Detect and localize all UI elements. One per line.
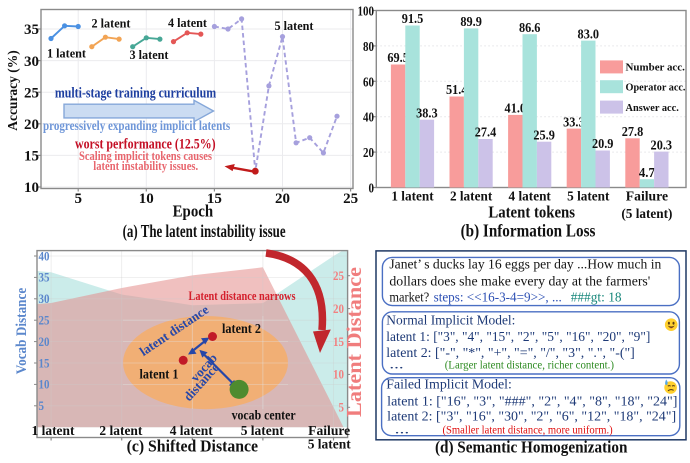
svg-text:30: 30 [24, 54, 39, 70]
svg-text:multi-stage training curriculu: multi-stage training curriculum [55, 85, 217, 101]
svg-text:15: 15 [24, 149, 39, 165]
svg-text:2 latent: 2 latent [92, 16, 132, 31]
svg-text:33.3: 33.3 [563, 114, 585, 129]
svg-text:51.4: 51.4 [446, 82, 468, 97]
svg-text:worst performance (12.5%): worst performance (12.5%) [75, 136, 216, 152]
svg-text:2 latent: 2 latent [450, 190, 493, 205]
svg-text:latent instability issues.: latent instability issues. [93, 158, 198, 173]
svg-text:latent 1: latent 1 [140, 368, 179, 383]
svg-text:86.6: 86.6 [519, 20, 541, 35]
svg-text:1 latent: 1 latent [47, 46, 87, 61]
svg-text:Vocab Distance: Vocab Distance [14, 287, 30, 374]
svg-text:Operator acc.: Operator acc. [626, 82, 686, 94]
svg-text:...: ... [389, 357, 403, 372]
svg-text:20.9: 20.9 [592, 136, 614, 151]
svg-text:latent 1: ["16", "3", "###", ": latent 1: ["16", "3", "###", "2", "4", "… [387, 393, 677, 408]
svg-text:40: 40 [363, 111, 374, 126]
svg-text:20: 20 [333, 302, 344, 316]
svg-text:69.5: 69.5 [387, 50, 409, 65]
svg-text:Failure: Failure [308, 423, 350, 438]
svg-text:(b) Information Loss: (b) Information Loss [461, 221, 596, 241]
svg-text:25.9: 25.9 [533, 127, 555, 142]
svg-text:20.3: 20.3 [651, 137, 673, 152]
svg-text:Failure: Failure [626, 190, 668, 205]
svg-text:15: 15 [333, 335, 344, 349]
svg-text:10: 10 [39, 378, 50, 392]
svg-text:25: 25 [343, 191, 358, 207]
svg-text:10: 10 [333, 368, 344, 382]
svg-text:35: 35 [39, 271, 50, 285]
svg-text:progressively expanding implic: progressively expanding implicit latents [43, 118, 230, 133]
svg-text:vocab center: vocab center [232, 408, 296, 423]
svg-text:15: 15 [207, 191, 222, 207]
svg-text:89.9: 89.9 [460, 14, 482, 29]
svg-text:4.7: 4.7 [639, 165, 655, 180]
svg-text:(a) The latent instability iss: (a) The latent instability issue [123, 221, 286, 241]
svg-text:5 latent: 5 latent [275, 18, 315, 33]
svg-text:20: 20 [275, 191, 290, 207]
svg-text:(5 latent): (5 latent) [621, 207, 672, 222]
svg-text:83.0: 83.0 [578, 26, 600, 41]
svg-text:41.0: 41.0 [505, 101, 527, 116]
svg-text:60: 60 [363, 75, 374, 90]
svg-text:30: 30 [39, 292, 50, 306]
svg-text:Normal Implicit Model:: Normal Implicit Model: [386, 312, 515, 327]
svg-text:40: 40 [39, 249, 50, 263]
svg-text:latent 2: latent 2 [222, 322, 261, 337]
svg-text:3 latent: 3 latent [130, 47, 170, 62]
svg-text:Latent tokens: Latent tokens [488, 203, 575, 222]
svg-text:1 latent: 1 latent [32, 423, 75, 438]
svg-text:5 latent: 5 latent [308, 437, 351, 452]
svg-text:100: 100 [358, 5, 375, 20]
svg-text:4 latent: 4 latent [170, 423, 213, 438]
svg-text:80: 80 [363, 40, 374, 55]
svg-text:Scaling implicit tokens causes: Scaling implicit tokens causes [79, 148, 212, 163]
svg-text:latent 1: ["3", "4", "15", "2": latent 1: ["3", "4", "15", "2", "5", "16… [386, 329, 650, 344]
svg-text:5: 5 [74, 191, 82, 207]
svg-text:...: ... [395, 422, 410, 437]
svg-text:Janet’ s ducks lay 16 eggs per: Janet’ s ducks lay 16 eggs per day ...Ho… [389, 256, 661, 271]
svg-text:10: 10 [139, 191, 154, 207]
svg-text:Latent Distance: Latent Distance [342, 267, 366, 417]
svg-text:Epoch: Epoch [173, 202, 214, 221]
svg-text:5: 5 [39, 399, 45, 413]
svg-text:2 latent: 2 latent [99, 423, 142, 438]
svg-text:Latent distance narrows: Latent distance narrows [189, 288, 296, 303]
svg-text:Failed Implicit Model:: Failed Implicit Model: [386, 377, 512, 392]
svg-text:38.3: 38.3 [416, 105, 438, 120]
svg-text:4 latent: 4 latent [509, 190, 552, 205]
svg-text:5 latent: 5 latent [567, 190, 610, 205]
svg-text:(c) Shifted Distance: (c) Shifted Distance [127, 437, 259, 456]
svg-text:35: 35 [24, 22, 39, 38]
svg-text:Accuracy (%): Accuracy (%) [5, 50, 20, 131]
svg-text:5: 5 [339, 401, 345, 415]
svg-text:market?: market? [389, 289, 429, 304]
svg-text:25: 25 [24, 85, 39, 101]
svg-text:25: 25 [333, 269, 344, 283]
svg-text:4 latent: 4 latent [168, 15, 208, 30]
svg-text:steps: <<16-3-4=9>>, ...: steps: <<16-3-4=9>>, ... [434, 289, 562, 304]
svg-text:91.5: 91.5 [402, 11, 424, 26]
svg-text:15: 15 [39, 356, 50, 370]
svg-text:25: 25 [39, 314, 50, 328]
svg-text:###gt: 18: ###gt: 18 [571, 289, 622, 304]
svg-text:20: 20 [363, 146, 374, 161]
svg-text:latent 2: ["3", "16", "30", "2: latent 2: ["3", "16", "30", "2", "6", "1… [387, 409, 676, 424]
svg-text:20: 20 [24, 117, 39, 133]
svg-text:Number acc.: Number acc. [626, 62, 686, 74]
svg-text:27.8: 27.8 [622, 124, 644, 139]
svg-text:(Larger latent distance, riche: (Larger latent distance, richer content.… [445, 360, 615, 372]
svg-text:20: 20 [39, 335, 50, 349]
svg-text:(d) Semantic Homogenization: (d) Semantic Homogenization [435, 438, 628, 457]
svg-text:27.4: 27.4 [475, 125, 497, 140]
svg-text:1 latent: 1 latent [391, 190, 434, 205]
svg-text:10: 10 [24, 180, 39, 196]
svg-text:dollars does she make every da: dollars does she make every day at the f… [389, 273, 650, 288]
svg-text:5 latent: 5 latent [241, 423, 284, 438]
svg-text:0: 0 [369, 182, 375, 197]
svg-text:latent 2: ["-", "*", "+", "=",: latent 2: ["-", "*", "+", "=", "/", "3",… [386, 345, 635, 361]
svg-text:Answer acc.: Answer acc. [626, 102, 680, 114]
svg-text:(Smaller latent distance, more: (Smaller latent distance, more uniform.) [443, 425, 613, 437]
